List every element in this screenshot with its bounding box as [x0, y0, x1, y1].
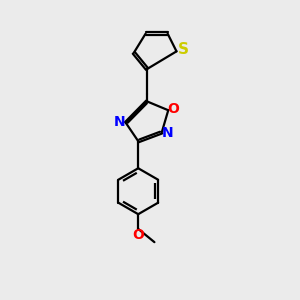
Text: N: N: [162, 126, 173, 140]
Text: O: O: [168, 102, 179, 116]
Text: S: S: [178, 42, 188, 57]
Text: N: N: [114, 115, 126, 129]
Text: O: O: [132, 228, 144, 242]
